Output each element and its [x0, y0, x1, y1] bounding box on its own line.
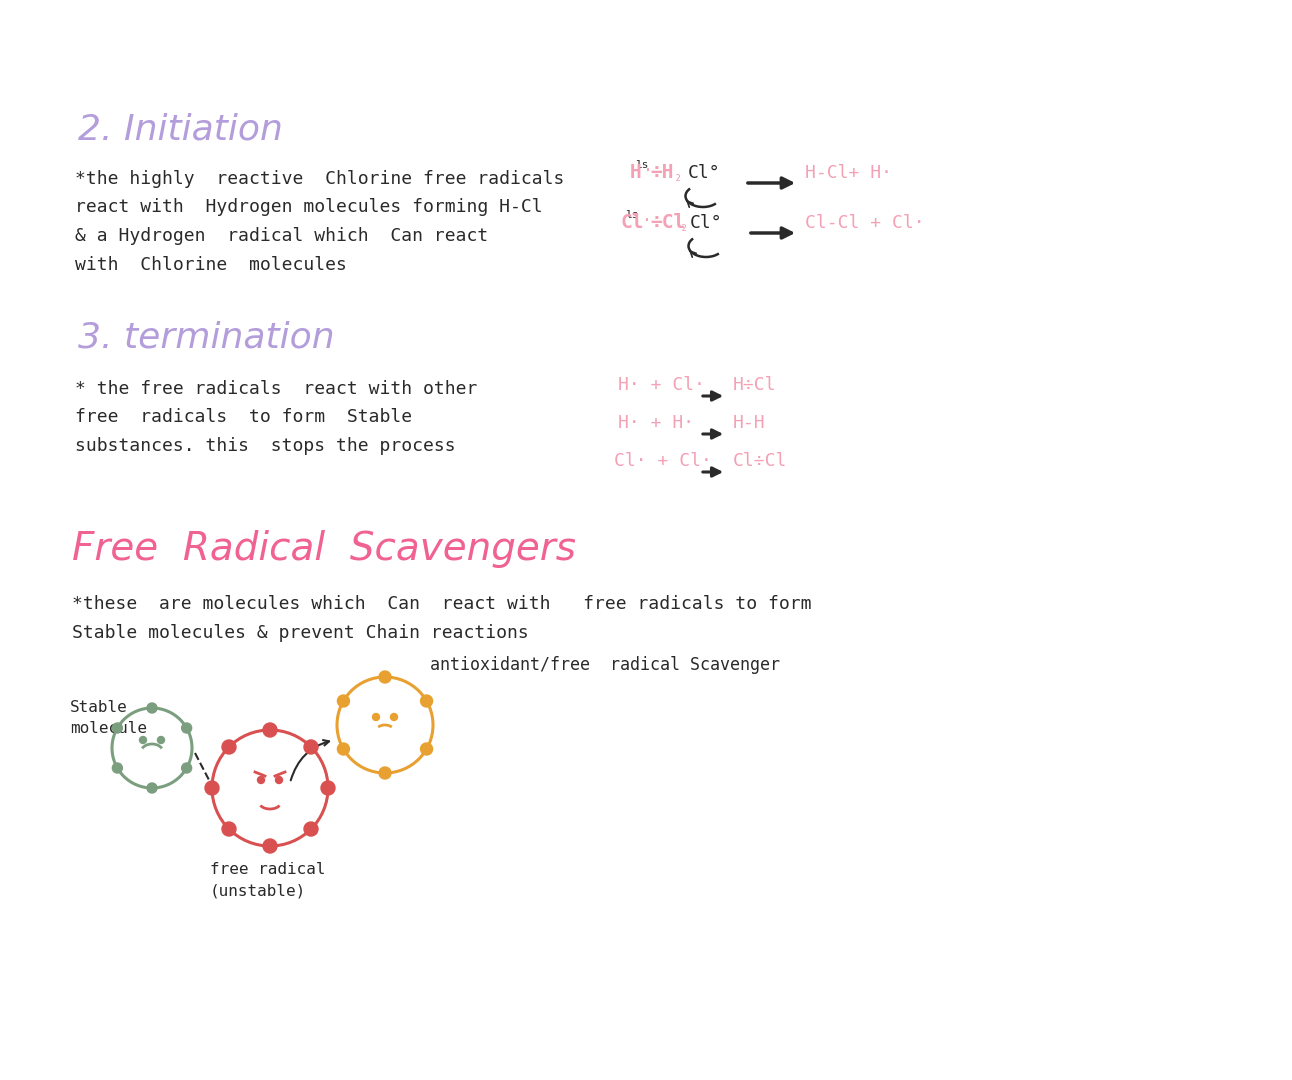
Text: ls: ls: [634, 160, 649, 170]
Text: H· + Cl·: H· + Cl·: [618, 376, 705, 394]
Circle shape: [205, 781, 220, 795]
Circle shape: [320, 781, 335, 795]
Text: H-H: H-H: [733, 414, 766, 432]
Circle shape: [222, 822, 236, 836]
Text: H: H: [630, 163, 642, 183]
Circle shape: [379, 767, 391, 779]
Text: 2. Initiation: 2. Initiation: [78, 112, 283, 146]
Text: ÷Cl: ÷Cl: [650, 213, 685, 232]
Circle shape: [182, 762, 191, 773]
Text: ₂: ₂: [680, 220, 689, 234]
Text: Cl· + Cl·: Cl· + Cl·: [614, 453, 712, 470]
Text: free radical
(unstable): free radical (unstable): [211, 862, 326, 897]
Circle shape: [421, 696, 433, 707]
Circle shape: [304, 740, 318, 754]
Text: ÷H: ÷H: [650, 163, 673, 183]
Circle shape: [264, 723, 276, 737]
Circle shape: [140, 737, 146, 743]
Circle shape: [304, 822, 318, 836]
Circle shape: [390, 714, 398, 720]
Text: ·: ·: [642, 212, 652, 230]
Circle shape: [421, 743, 433, 755]
Text: Cl°: Cl°: [689, 164, 721, 183]
Text: *these  are molecules which  Can  react with   free radicals to form
Stable mole: *these are molecules which Can react wit…: [72, 595, 811, 642]
Text: *the highly  reactive  Chlorine free radicals
react with  Hydrogen molecules for: *the highly reactive Chlorine free radic…: [75, 170, 565, 273]
Circle shape: [372, 714, 380, 720]
Text: Cl: Cl: [620, 213, 643, 232]
Text: Cl-Cl + Cl·: Cl-Cl + Cl·: [805, 214, 925, 232]
Text: H-Cl+ H·: H-Cl+ H·: [805, 164, 891, 183]
Circle shape: [264, 839, 276, 853]
Text: H÷Cl: H÷Cl: [733, 376, 776, 394]
Circle shape: [337, 696, 349, 707]
Text: antioxidant/free  radical Scavenger: antioxidant/free radical Scavenger: [430, 656, 780, 674]
Circle shape: [112, 723, 123, 733]
Circle shape: [222, 740, 236, 754]
Circle shape: [275, 777, 283, 783]
Text: 3. termination: 3. termination: [78, 320, 335, 354]
Circle shape: [158, 737, 164, 743]
Text: Free  Radical  Scavengers: Free Radical Scavengers: [72, 530, 576, 568]
Text: H· + H·: H· + H·: [618, 414, 694, 432]
Text: ₂: ₂: [674, 170, 682, 184]
Circle shape: [112, 762, 123, 773]
Text: Cl÷Cl: Cl÷Cl: [733, 453, 787, 470]
Text: ·: ·: [643, 162, 652, 180]
Text: * the free radicals  react with other
free  radicals  to form  Stable
substances: * the free radicals react with other fre…: [75, 380, 477, 455]
Text: Cl°: Cl°: [690, 214, 722, 232]
Circle shape: [257, 777, 265, 783]
Circle shape: [379, 671, 391, 683]
Circle shape: [337, 743, 349, 755]
Circle shape: [182, 723, 191, 733]
Text: Stable
molecule: Stable molecule: [70, 700, 147, 735]
Text: ls: ls: [625, 210, 638, 220]
Circle shape: [147, 783, 158, 793]
Circle shape: [147, 703, 158, 713]
